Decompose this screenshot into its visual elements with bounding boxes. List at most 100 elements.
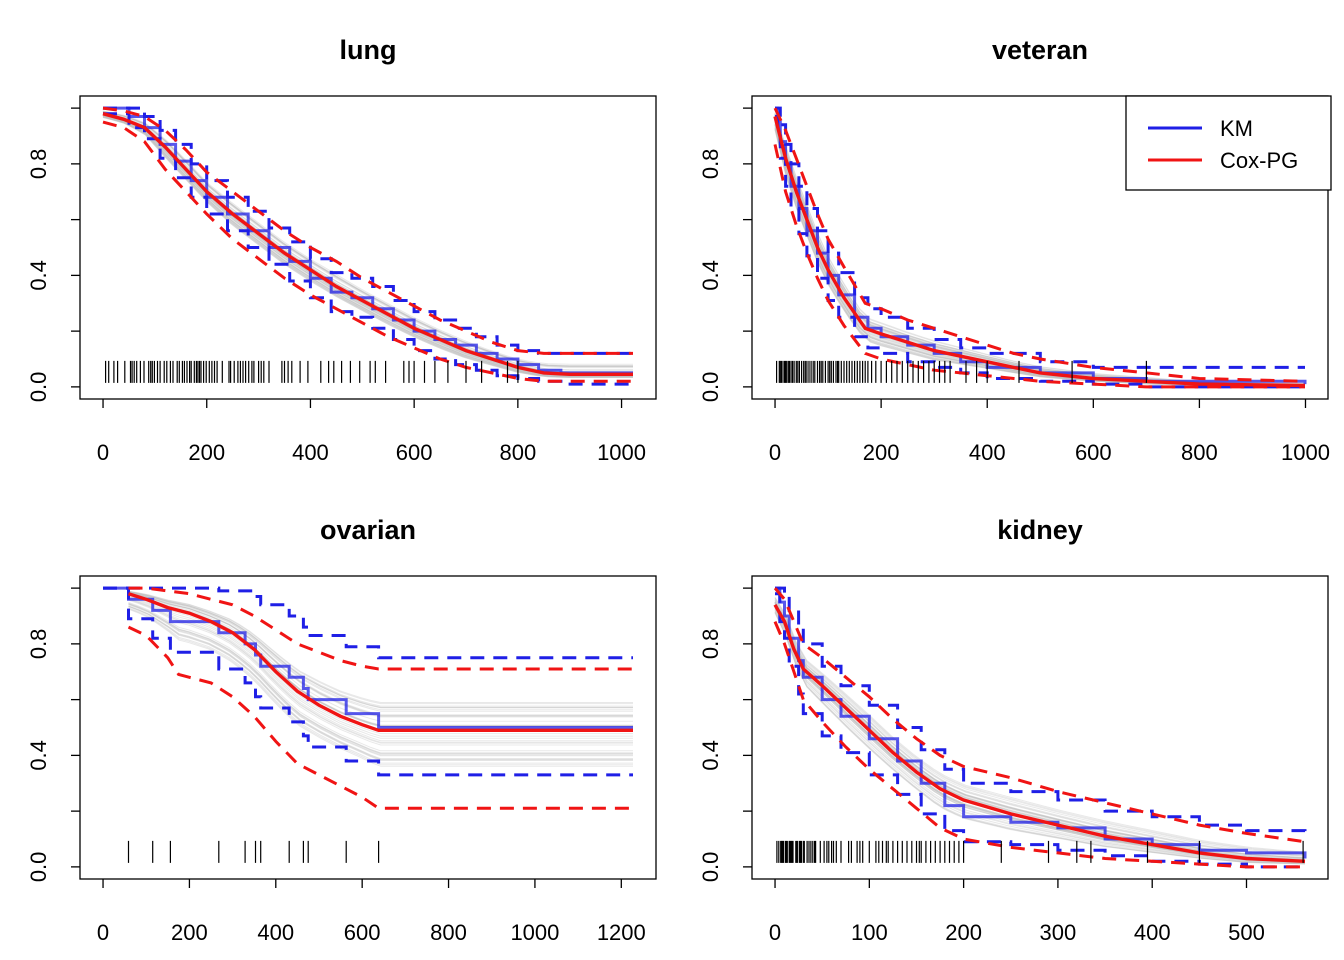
survival-curves bbox=[773, 106, 1307, 389]
x-tick-label: 800 bbox=[499, 440, 536, 465]
bootstrap-curve bbox=[102, 110, 633, 367]
bootstrap-curve bbox=[102, 114, 633, 376]
legend-box bbox=[1125, 95, 1332, 191]
panel-ovarian: 0 200 400 600 800 1000 1200 0.0 0.4 0.8 ovarian bbox=[26, 515, 657, 945]
bootstrap-curve bbox=[102, 111, 633, 369]
y-tick-label: 0.4 bbox=[26, 260, 51, 291]
bootstrap-bands bbox=[774, 596, 1306, 865]
km-lower-curve bbox=[103, 112, 633, 386]
y-tick-label: 0.8 bbox=[698, 149, 723, 180]
x-tick-label: 400 bbox=[969, 440, 1006, 465]
bootstrap-curve bbox=[102, 115, 633, 377]
bootstrap-curve bbox=[102, 112, 633, 371]
bootstrap-curve bbox=[102, 112, 633, 373]
bootstrap-curve bbox=[774, 607, 1306, 863]
bootstrap-curve bbox=[128, 604, 633, 757]
x-tick-label: 0 bbox=[769, 440, 781, 465]
bootstrap-curve bbox=[102, 114, 633, 376]
event-rug bbox=[776, 840, 1304, 863]
x-tick-label: 800 bbox=[430, 920, 467, 945]
bootstrap-curve bbox=[102, 115, 633, 377]
bootstrap-curve bbox=[102, 115, 633, 377]
bootstrap-curve bbox=[102, 111, 633, 368]
cox-pg-curve bbox=[773, 116, 1306, 388]
bootstrap-curve bbox=[128, 606, 633, 761]
x-tick-label: 1000 bbox=[1281, 440, 1330, 465]
legend: KM Cox-PG bbox=[1125, 95, 1332, 191]
bootstrap-curve bbox=[128, 599, 633, 746]
cox-pg-upper-curve bbox=[128, 586, 633, 671]
bootstrap-curve bbox=[102, 117, 633, 378]
x-tick-label: 300 bbox=[1040, 920, 1077, 945]
bootstrap-curve bbox=[128, 592, 633, 722]
cox-pg-lower-curve bbox=[773, 144, 1305, 389]
y-tick-label: 0.0 bbox=[698, 852, 723, 883]
km-lower-curve bbox=[103, 586, 633, 777]
x-tick-label: 600 bbox=[396, 440, 433, 465]
x-tick-label: 200 bbox=[863, 440, 900, 465]
bootstrap-curve bbox=[128, 591, 633, 711]
plot-frame bbox=[79, 575, 657, 880]
bootstrap-curve bbox=[102, 114, 633, 377]
axes: 0 200 400 600 800 1000 0.0 0.4 0.8 bbox=[26, 107, 646, 465]
panel-title: kidney bbox=[997, 515, 1083, 545]
bootstrap-curve bbox=[102, 112, 633, 373]
bootstrap-curve bbox=[102, 111, 633, 367]
panel-lung: 0 200 400 600 800 1000 0.0 0.4 0.8 lung bbox=[26, 35, 657, 465]
bootstrap-curve bbox=[128, 602, 633, 752]
x-tick-label: 200 bbox=[171, 920, 208, 945]
bootstrap-curve bbox=[128, 591, 633, 709]
bootstrap-curve bbox=[102, 113, 633, 375]
bootstrap-curve bbox=[128, 598, 633, 743]
panel-title: ovarian bbox=[320, 515, 416, 545]
panel-title: veteran bbox=[992, 35, 1088, 65]
bootstrap-curve bbox=[128, 591, 633, 716]
y-tick-label: 0.0 bbox=[698, 372, 723, 403]
bootstrap-curve bbox=[128, 605, 633, 760]
km-upper-curve bbox=[103, 106, 633, 355]
x-tick-label: 100 bbox=[851, 920, 888, 945]
bootstrap-curve bbox=[128, 591, 633, 707]
y-tick-label: 0.4 bbox=[698, 740, 723, 771]
cox-pg-curve bbox=[773, 603, 1306, 863]
bootstrap-curve bbox=[774, 607, 1306, 863]
x-tick-label: 1000 bbox=[510, 920, 559, 945]
bootstrap-curve bbox=[102, 111, 633, 367]
bootstrap-curve bbox=[102, 116, 633, 378]
bootstrap-curve bbox=[774, 611, 1306, 865]
bootstrap-curve bbox=[102, 112, 633, 373]
bootstrap-curve bbox=[102, 114, 633, 376]
bootstrap-curve bbox=[128, 591, 633, 717]
y-tick-label: 0.4 bbox=[26, 740, 51, 771]
bootstrap-curve bbox=[102, 110, 633, 365]
bootstrap-curve bbox=[102, 113, 633, 375]
y-tick-label: 0.4 bbox=[698, 260, 723, 291]
bootstrap-curve bbox=[102, 116, 633, 378]
bootstrap-curve bbox=[102, 115, 633, 377]
bootstrap-curve bbox=[128, 591, 633, 716]
cox-pg-lower-curve bbox=[127, 625, 633, 810]
legend-cox-label: Cox-PG bbox=[1220, 148, 1298, 173]
bootstrap-curve bbox=[128, 591, 633, 712]
km-upper-curve bbox=[775, 586, 1307, 839]
bootstrap-curve bbox=[102, 112, 633, 373]
event-rug bbox=[127, 840, 380, 863]
axes: 0 200 400 600 800 1000 0.0 0.4 0.8 bbox=[698, 107, 1330, 465]
bootstrap-curve bbox=[774, 603, 1306, 860]
legend-km-label: KM bbox=[1220, 116, 1253, 141]
y-tick-label: 0.0 bbox=[26, 852, 51, 883]
survival-curves bbox=[103, 586, 633, 810]
x-tick-label: 400 bbox=[257, 920, 294, 945]
bootstrap-curve bbox=[774, 608, 1306, 864]
bootstrap-curve bbox=[774, 596, 1306, 853]
x-tick-label: 0 bbox=[97, 920, 109, 945]
bootstrap-curve bbox=[128, 591, 633, 717]
bootstrap-curve bbox=[102, 115, 633, 377]
bootstrap-curve bbox=[128, 602, 633, 754]
bootstrap-curve bbox=[128, 605, 633, 761]
bootstrap-curve bbox=[774, 609, 1306, 864]
bootstrap-curve bbox=[128, 607, 633, 764]
bootstrap-curve bbox=[128, 594, 633, 735]
x-tick-label: 500 bbox=[1228, 920, 1265, 945]
bootstrap-curve bbox=[128, 605, 633, 760]
